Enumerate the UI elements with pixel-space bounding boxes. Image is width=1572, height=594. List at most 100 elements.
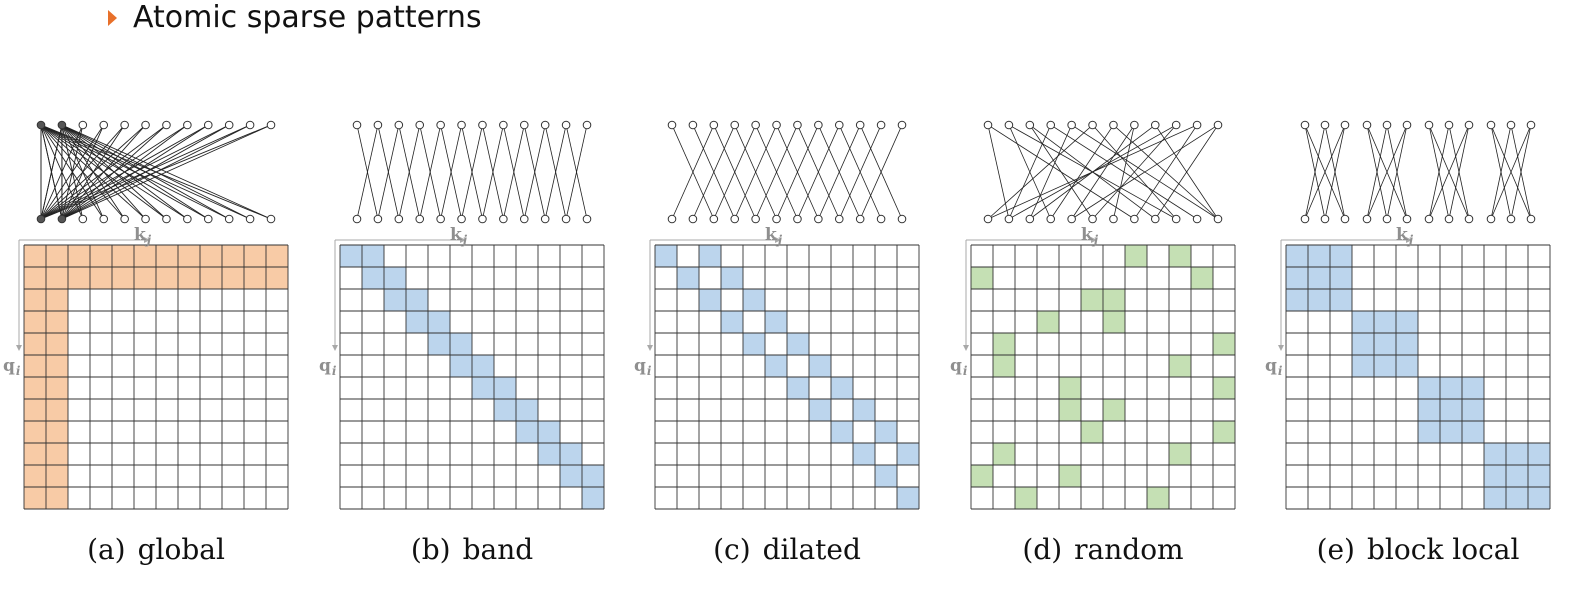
- key-node: [1150, 214, 1160, 224]
- query-node: [688, 120, 698, 130]
- key-node: [478, 214, 487, 224]
- attended-cell: [677, 267, 699, 289]
- key-node: [1004, 214, 1014, 224]
- attended-cell: [24, 245, 46, 267]
- attended-cell: [743, 333, 765, 355]
- graph-edge: [482, 124, 504, 220]
- graph-edge: [1366, 124, 1388, 220]
- query-node: [457, 120, 466, 130]
- attention-matrix-dilated: [654, 244, 920, 510]
- caption-letter: (a): [87, 533, 126, 566]
- query-node: [373, 120, 383, 130]
- attended-cell: [112, 245, 134, 267]
- attended-cell: [538, 443, 560, 465]
- key-node: [1109, 214, 1118, 224]
- query-node: [141, 120, 150, 130]
- key-node: [519, 214, 529, 224]
- key-node: [183, 214, 192, 224]
- attention-matrix-block-local: [1285, 244, 1551, 510]
- attended-cell: [1081, 421, 1103, 443]
- attended-cell: [1103, 311, 1125, 333]
- attended-cell: [721, 267, 743, 289]
- key-axis-label: kj: [450, 225, 468, 247]
- key-node: [834, 214, 844, 224]
- attended-cell: [46, 421, 68, 443]
- query-axis-label: qi: [634, 356, 652, 378]
- attended-cell: [1286, 267, 1308, 289]
- query-symbol: q: [950, 356, 962, 376]
- graph-edge: [544, 124, 567, 220]
- attended-cell: [134, 245, 156, 267]
- attended-cell: [222, 245, 244, 267]
- query-node: [1444, 120, 1454, 130]
- query-node: [519, 120, 529, 130]
- query-node: [245, 120, 255, 130]
- axes-block-local: kj qi: [1265, 225, 1414, 378]
- key-node: [582, 214, 592, 224]
- query-node: [203, 120, 213, 130]
- attended-cell: [1213, 333, 1235, 355]
- key-axis-arrow-icon: [144, 237, 150, 243]
- attended-cell: [1396, 311, 1418, 333]
- graph-edge: [1490, 124, 1512, 220]
- query-node: [730, 120, 740, 130]
- attended-cell: [1418, 421, 1440, 443]
- attended-cell: [1506, 487, 1528, 509]
- caption-name: random: [1074, 533, 1183, 566]
- graph-edge: [1386, 124, 1408, 220]
- graph-edge: [1428, 124, 1470, 220]
- query-node: [1300, 120, 1310, 130]
- key-node: [162, 214, 171, 224]
- attended-cell: [1103, 399, 1125, 421]
- panel-global: kj qi (a) global: [3, 120, 289, 566]
- attention-graph-block-local: [1300, 120, 1536, 224]
- attended-cell: [1528, 465, 1550, 487]
- query-axis-arrow-icon: [963, 345, 969, 351]
- query-subscript: i: [16, 364, 21, 378]
- attended-cell: [1308, 245, 1330, 267]
- graph-edge: [523, 124, 546, 220]
- attended-cell: [362, 245, 384, 267]
- graph-edge: [1029, 124, 1073, 220]
- graph-edge: [1490, 124, 1532, 220]
- key-node: [1340, 214, 1350, 224]
- attended-cell: [1374, 333, 1396, 355]
- graph-edge: [61, 124, 146, 220]
- graph-edge: [565, 124, 588, 220]
- graph-edge: [61, 124, 272, 220]
- graph-edge: [1071, 124, 1135, 220]
- query-node: [1486, 120, 1496, 130]
- key-node: [855, 214, 865, 224]
- key-node: [730, 214, 740, 224]
- key-node: [78, 214, 88, 224]
- key-node: [141, 214, 150, 224]
- attended-cell: [1528, 487, 1550, 509]
- attended-cell: [1396, 333, 1418, 355]
- query-axis-label: qi: [950, 356, 968, 378]
- graph-edge: [61, 124, 167, 220]
- graph-edge: [692, 124, 736, 220]
- attended-cell: [200, 245, 222, 267]
- key-symbol: k: [1396, 225, 1409, 245]
- attended-cell: [1352, 333, 1374, 355]
- attended-cell: [1081, 289, 1103, 311]
- query-symbol: q: [1265, 356, 1277, 376]
- attended-cell: [24, 289, 46, 311]
- attended-cell: [1059, 377, 1081, 399]
- query-symbol: q: [634, 356, 646, 376]
- attended-cell: [46, 289, 68, 311]
- attended-cell: [46, 465, 68, 487]
- caption-random: (d) random: [1022, 533, 1183, 566]
- attended-cell: [428, 333, 450, 355]
- attended-cell: [24, 465, 46, 487]
- graph-edge: [817, 124, 861, 220]
- graph-edge: [859, 124, 903, 220]
- key-node: [36, 214, 46, 224]
- attended-cell: [1440, 421, 1462, 443]
- key-node: [1382, 214, 1392, 224]
- query-node: [1424, 120, 1434, 130]
- graph-edge: [838, 124, 882, 220]
- attended-cell: [362, 267, 384, 289]
- key-node: [57, 214, 67, 224]
